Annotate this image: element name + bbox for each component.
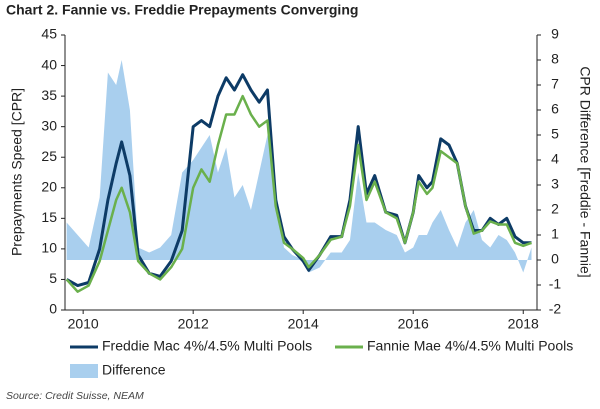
y2-tick-label: -2 (549, 301, 562, 317)
y-tick-label: 35 (41, 87, 57, 103)
y-tick-label: 25 (41, 148, 57, 164)
y2-axis-label: CPR Difference [Freddie - Fannie] (577, 66, 593, 277)
y-tick-label: 0 (49, 301, 57, 317)
legend-label: Fannie Mae 4%/4.5% Multi Pools (367, 338, 573, 354)
y-tick-label: 40 (41, 56, 57, 72)
source: Source: Credit Suisse, NEAM (6, 390, 144, 402)
y-tick-label: 45 (41, 26, 57, 42)
y-axis-label: Prepayments Speed [CPR] (9, 88, 25, 256)
y-tick-label: 15 (41, 209, 57, 225)
y2-tick-label: 5 (551, 126, 559, 142)
y-tick-label: 30 (41, 117, 57, 133)
x-tick-label: 2016 (398, 316, 429, 332)
x-tick-label: 2014 (288, 316, 319, 332)
y-tick-label: 10 (41, 240, 57, 256)
line (65, 94, 532, 293)
y2-tick-label: -1 (549, 276, 562, 292)
y2-tick-label: 4 (551, 151, 559, 167)
legend-label: Freddie Mac 4%/4.5% Multi Pools (102, 338, 312, 354)
y2-tick-label: 7 (551, 76, 559, 92)
y2-tick-label: 9 (551, 26, 559, 42)
y2-tick-label: 3 (551, 176, 559, 192)
y2-tick-label: 2 (551, 201, 559, 217)
x-tick-label: 2018 (508, 316, 539, 332)
y2-tick-label: 6 (551, 101, 559, 117)
chart-title: Chart 2. Fannie vs. Freddie Prepayments … (6, 2, 358, 18)
x-tick-label: 2010 (68, 316, 99, 332)
y2-tick-label: 8 (551, 51, 559, 67)
y2-tick-label: 1 (551, 226, 559, 242)
x-tick-label: 2012 (178, 316, 209, 332)
y-tick-label: 5 (49, 270, 57, 286)
legend-swatch (70, 364, 98, 378)
legend-label: Difference (102, 362, 166, 378)
y-tick-label: 20 (41, 178, 57, 194)
y2-tick-label: 0 (551, 251, 559, 267)
